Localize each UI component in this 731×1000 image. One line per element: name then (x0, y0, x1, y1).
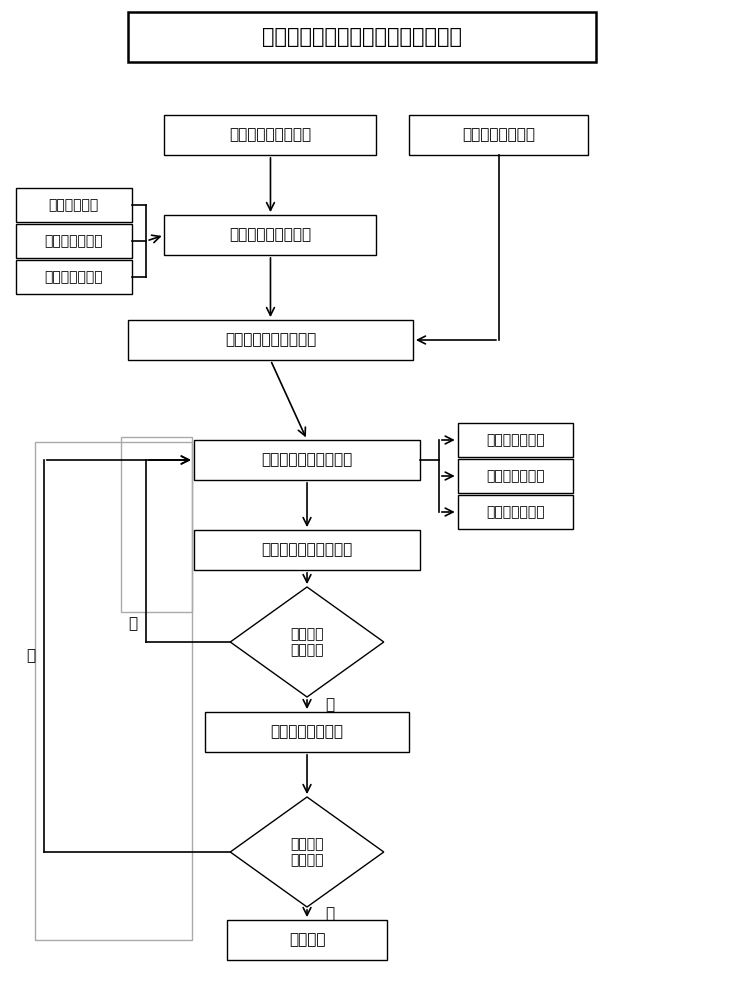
Text: 飞轮被动隔振仿真分析: 飞轮被动隔振仿真分析 (262, 542, 352, 558)
Bar (128, 320, 413, 360)
Bar (205, 712, 409, 752)
Text: 隔振器阻尼设计: 隔振器阻尼设计 (486, 469, 545, 483)
Text: 是: 是 (325, 697, 334, 712)
Text: 飞轮被动隔振方案设计: 飞轮被动隔振方案设计 (262, 452, 352, 468)
Bar (458, 495, 573, 529)
Bar (409, 115, 588, 155)
Text: 飞轮动力学模型建立: 飞轮动力学模型建立 (230, 228, 311, 242)
Text: 否: 否 (129, 616, 137, 632)
Bar (164, 115, 376, 155)
Text: 是否满足
指标要求: 是否满足 指标要求 (290, 837, 324, 867)
Bar (227, 920, 387, 960)
Text: 有限元建模理论: 有限元建模理论 (45, 234, 103, 248)
Bar (458, 423, 573, 457)
Bar (458, 459, 573, 493)
Bar (16, 188, 132, 222)
Text: 飞轮振动特性试验: 飞轮振动特性试验 (463, 127, 535, 142)
Text: 多体动力学理论: 多体动力学理论 (45, 270, 103, 284)
Text: 飞轮特性参数: 飞轮特性参数 (49, 198, 99, 212)
Text: 否: 否 (26, 648, 35, 664)
Text: 飞轮振动特性仿真分析: 飞轮振动特性仿真分析 (225, 332, 316, 348)
Bar (121, 437, 192, 612)
Bar (194, 530, 420, 570)
Text: 隔振器布局设计: 隔振器布局设计 (486, 505, 545, 519)
Text: 设计完成: 设计完成 (289, 932, 325, 948)
Text: 隔振器刚度设计: 隔振器刚度设计 (486, 433, 545, 447)
Polygon shape (230, 797, 384, 907)
Bar (164, 215, 376, 255)
Bar (35, 442, 192, 940)
Bar (128, 12, 596, 62)
Bar (16, 224, 132, 258)
Bar (16, 260, 132, 294)
Text: 飞轮构型及组成分析: 飞轮构型及组成分析 (230, 127, 311, 142)
Text: 一种卫星飞轮被动隔振系统设计方法: 一种卫星飞轮被动隔振系统设计方法 (262, 27, 462, 47)
Text: 飞轮被动隔振试验: 飞轮被动隔振试验 (270, 724, 344, 740)
Text: 是: 是 (325, 906, 334, 921)
Text: 是否满足
指标要求: 是否满足 指标要求 (290, 627, 324, 657)
Bar (194, 440, 420, 480)
Polygon shape (230, 587, 384, 697)
